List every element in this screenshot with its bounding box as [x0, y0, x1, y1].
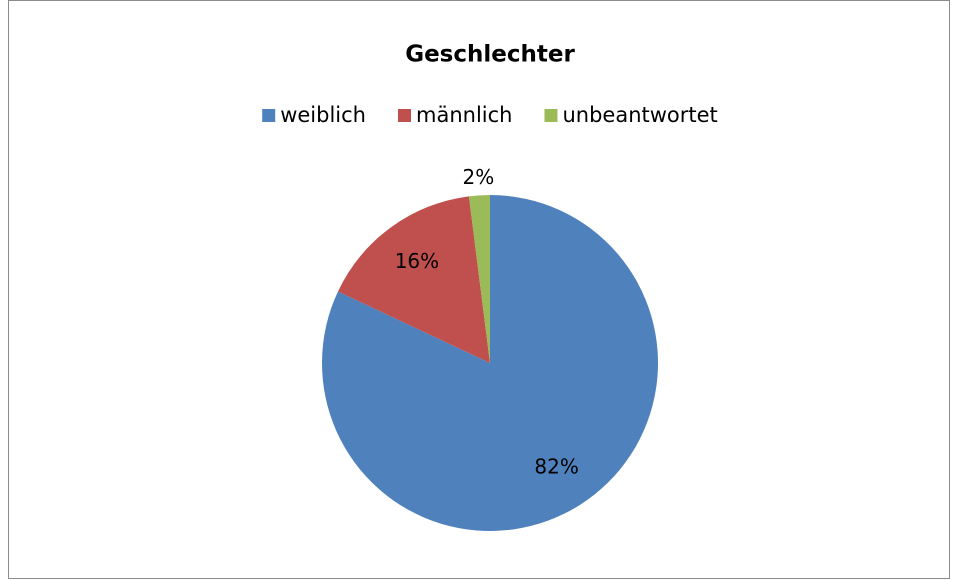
data-label: 82%: [534, 454, 578, 478]
chart-title: Geschlechter: [405, 42, 575, 68]
legend-swatch: [262, 109, 276, 122]
pie-slice: [337, 196, 490, 363]
data-label: 16%: [395, 249, 439, 273]
legend-swatch: [544, 109, 558, 122]
legend-swatch: [398, 109, 411, 122]
legend-label: weiblich: [280, 103, 366, 127]
pie-slice: [468, 195, 490, 363]
legend-label: unbeantwortet: [562, 103, 717, 127]
data-label: 2%: [463, 165, 495, 189]
legend-label: männlich: [416, 103, 512, 127]
